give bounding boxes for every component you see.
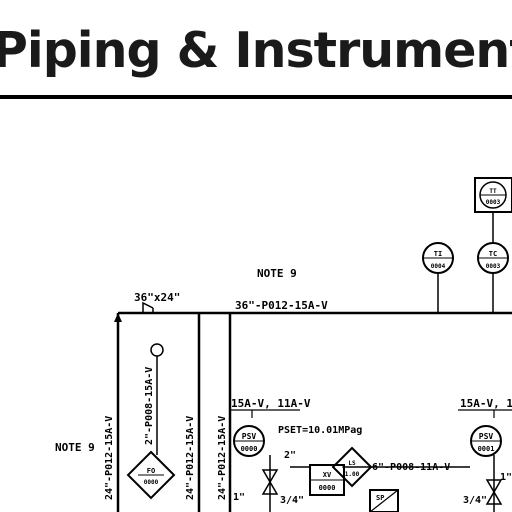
tc-tag: TC: [489, 250, 497, 258]
xv-tag: XV: [323, 471, 332, 479]
ti-tag: TI: [434, 250, 442, 258]
size-3-4in-right: 3/4": [463, 495, 487, 506]
xv-num: 0000: [319, 484, 336, 492]
flow-arrow-icon: [114, 313, 122, 322]
pset-label: PSET=10.01MPag: [278, 425, 362, 436]
spec-break-right: 15A-V, 11A: [460, 397, 512, 410]
relief-valve-right: [485, 455, 503, 512]
main-header-label: 36"-P012-15A-V: [235, 299, 328, 312]
note-top: NOTE 9: [257, 267, 297, 280]
psv-left-tag: PSV: [242, 432, 257, 441]
psv-left-num: 0000: [241, 445, 258, 453]
line-label-3: 24"-P012-15A-V: [185, 416, 196, 500]
ls-tag: LS: [348, 460, 356, 467]
spec-break-left: 15A-V, 11A-V: [231, 397, 311, 410]
tc-bubble-instrument: TC 0003: [477, 242, 509, 313]
note-left: NOTE 9: [55, 441, 95, 454]
branch-line-label: 6"-P008-11A-V: [372, 462, 450, 473]
psv-right-tag: PSV: [479, 432, 494, 441]
fo-diamond-instrument: FO 0000: [126, 450, 176, 500]
psv-right-num: 0001: [478, 445, 495, 453]
reducer-label: 36"x24": [134, 291, 180, 304]
ti-bubble-instrument: TI 0004: [422, 242, 454, 313]
tt-num: 0003: [486, 199, 501, 206]
psv-right: PSV 0001: [470, 425, 502, 457]
size-1in-left: 1": [233, 492, 245, 503]
size-1in-right: 1": [500, 472, 512, 483]
line-label-4: 24"-P012-15A-V: [217, 416, 228, 500]
line-label-2: 2"-P008-15A-V: [144, 367, 155, 445]
valve-circle-icon: [150, 343, 164, 357]
sp-box-instrument: SP: [369, 489, 399, 512]
fo-tag: FO: [147, 467, 155, 475]
tc-num: 0003: [486, 263, 501, 270]
ti-num: 0004: [431, 263, 446, 270]
xv-box-instrument: XV 0000: [309, 464, 345, 496]
ls-num: 1.00: [345, 471, 360, 478]
tt-box-instrument: TT 0003: [474, 177, 512, 213]
size-2in: 2": [284, 450, 296, 461]
relief-valve-left: [261, 455, 279, 512]
ls-diamond-instrument: LS 1.00: [331, 446, 373, 488]
page-title: Piping & Instrumentation: [0, 22, 512, 79]
reducer-symbol: [142, 301, 154, 313]
fo-num: 0000: [144, 479, 159, 486]
sp-tag: SP: [376, 494, 384, 502]
title-underline: [0, 95, 512, 99]
tt-tag: TT: [489, 188, 497, 195]
psv-left: PSV 0000: [233, 425, 265, 457]
line-label-1: 24"-P012-15A-V: [104, 416, 115, 500]
size-3-4in-left: 3/4": [280, 495, 304, 506]
